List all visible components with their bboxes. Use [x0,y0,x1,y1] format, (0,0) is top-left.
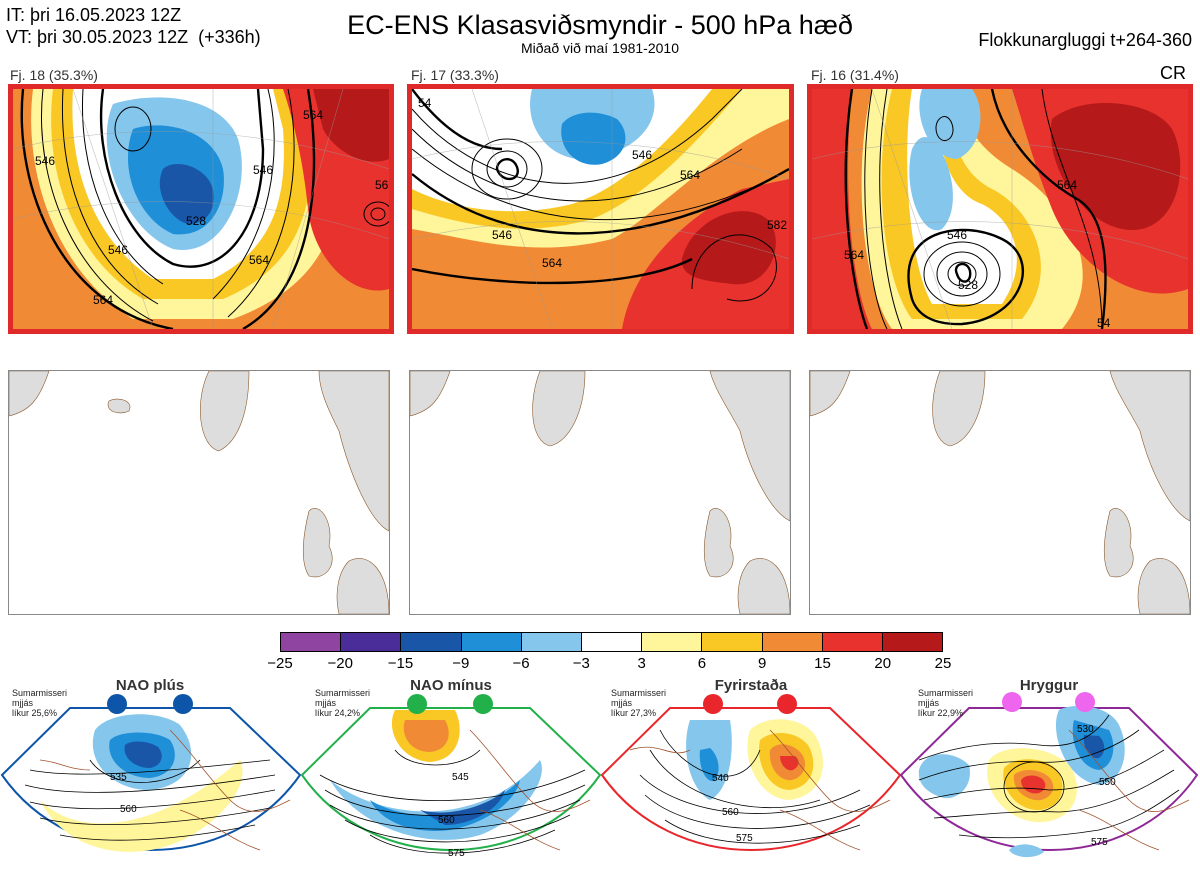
colorbar-tick-6: 3 [637,655,646,672]
regime-2-label-545: 545 [452,772,469,783]
regime-4-dot-b [1075,692,1095,712]
regime-4-label-550: 550 [1099,777,1116,788]
cluster-map-1: 546 546 528 564 564 564 56 546 [8,84,394,334]
colorbar-segment-5 [581,633,643,651]
regime-4-dot-a [1002,692,1022,712]
regime-fan-2: 545 560 575 [300,690,602,871]
colorbar-segment-0 [281,633,342,651]
contour-label-546: 546 [35,154,55,168]
regime-1-label-535: 535 [110,772,127,783]
panel-2-label: Fj. 17 (33.3%) [411,67,499,83]
regime-2-dot-b [473,694,493,714]
colorbar-tick-4: −6 [512,655,530,672]
regime-3-dot-b [777,694,797,714]
cluster-map-2: 546 546 564 564 582 54 [407,84,794,334]
colorbar-segment-6 [642,633,703,651]
regime-4-label-530: 530 [1077,724,1094,735]
cluster-map-1-svg: 546 546 528 564 564 564 56 546 [13,89,389,329]
regime-1-dot-a [107,694,127,714]
contour-label-56: 56 [375,178,389,192]
colorbar-tick-9: 15 [814,655,831,672]
cluster-map-2-svg: 546 546 564 564 582 54 [412,89,789,329]
blank-map-1 [8,370,390,615]
panel-1-label: Fj. 18 (35.3%) [10,67,98,83]
cluster-map-3: 546 528 564 564 54 [807,84,1193,334]
regime-3-label-540: 540 [712,773,729,784]
cr-label: CR [1160,63,1186,83]
page-subtitle: Miðað við maí 1981-2010 [521,40,679,56]
regime-4-note: Sumarmisseri mjjás líkur 22,9% [918,688,974,718]
contour-label-54: 54 [1097,316,1111,329]
contour-label-564b: 564 [93,293,113,307]
contour-label-528: 528 [958,278,978,292]
colorbar-tick-7: 6 [697,655,707,672]
header-times: IT: þri 16.05.2023 12Z VT: þri 30.05.2023… [6,4,261,48]
colorbar-tick-11: 25 [934,655,952,672]
colorbar-tick-0: −25 [267,655,293,672]
regime-2-title: NAO mínus [410,677,492,694]
colorbar-segment-2 [401,633,462,651]
contour-label-546a: 546 [492,228,512,242]
regime-3-label-560: 560 [722,807,739,818]
regime-3-label-575: 575 [736,833,753,844]
contour-label-546b: 546 [253,163,273,177]
colorbar-segment-7 [702,633,763,651]
contour-label-564a: 564 [844,248,864,262]
colorbar-segment-1 [341,633,402,651]
contour-label-54: 54 [418,96,432,110]
regime-fan-3: 540 560 575 [600,690,902,871]
page-title: EC-ENS Klasasviðsmyndir - 500 hPa hæð [347,10,853,40]
regime-2-label-560: 560 [438,815,455,826]
regime-4-label-575: 575 [1091,837,1108,848]
colorbar-tick-5: −3 [572,655,590,672]
contour-label-546b: 546 [632,148,652,162]
contour-label-564a: 564 [542,256,562,270]
vt-line: VT: þri 30.05.2023 12Z (+336h) [6,27,261,47]
it-line: IT: þri 16.05.2023 12Z [6,5,182,25]
contour-label-564b: 564 [1057,178,1077,192]
colorbar-tick-1: −20 [327,655,353,672]
regime-2-dot-a [407,694,427,714]
colorbar-segment-10 [882,633,943,651]
regime-fan-4: 530 550 575 [899,690,1199,871]
contour-label-546c: 546 [108,243,128,257]
regime-2-label-575: 575 [448,848,465,859]
cluster-map-3-svg: 546 528 564 564 54 [812,89,1188,329]
colorbar-segment-8 [762,633,823,651]
window-label: Flokkunargluggi t+264-360 [978,30,1192,50]
blank-map-2 [409,370,791,615]
colorbar-segment-9 [822,633,883,651]
regime-3-title: Fyrirstaða [714,677,788,694]
regime-4-title: Hryggur [1019,677,1079,694]
colorbar [280,632,943,652]
colorbar-tick-10: 20 [874,655,892,672]
contour-label-546: 546 [947,228,967,242]
regime-2-note: Sumarmisseri mjjás líkur 24,2% [315,688,371,718]
colorbar-tick-2: −15 [387,655,414,672]
contour-label-564c: 564 [303,108,323,122]
colorbar-segment-4 [521,633,582,651]
contour-label-564a: 564 [249,253,269,267]
regime-3-dot-a [703,694,723,714]
regime-1-dot-b [173,694,193,714]
regime-fan-1: 535 560 [0,690,302,871]
colorbar-tick-8: 9 [758,655,767,672]
regime-1-title: NAO plús [115,677,185,694]
colorbar-tick-3: −9 [452,655,470,672]
regime-3-note: Sumarmisseri mjjás líkur 27,3% [611,688,667,718]
panel-3-label: Fj. 16 (31.4%) [811,67,899,83]
contour-label-582: 582 [767,218,787,232]
regime-1-note: Sumarmisseri mjjás líkur 25,6% [12,688,68,718]
contour-label-564b: 564 [680,168,700,182]
colorbar-segment-3 [461,633,522,651]
regime-1-label-560: 560 [120,804,137,815]
blank-map-3 [809,370,1191,615]
contour-label-528: 528 [186,214,206,228]
